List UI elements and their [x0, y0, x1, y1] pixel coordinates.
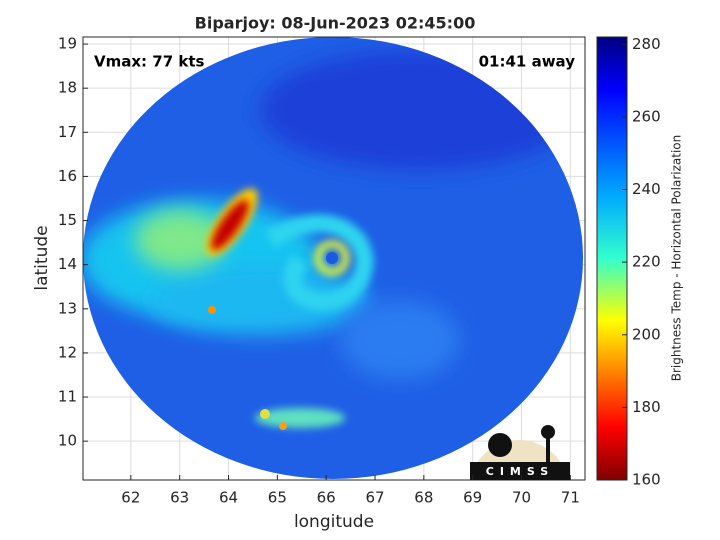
logo-text: CIMSS: [486, 465, 554, 478]
x-tick-label: 71: [561, 489, 580, 507]
plot-frame: [82, 36, 586, 481]
y-tick-label: 10: [58, 432, 77, 450]
y-tick-label: 12: [58, 343, 77, 361]
y-tick-label: 11: [58, 388, 77, 406]
y-axis-label: latitude: [32, 225, 52, 290]
x-tick-label: 64: [219, 489, 238, 507]
colorbar-tick-label: 240: [632, 180, 661, 198]
colorbar-label: Brightness Temp - Horizontal Polarizatio…: [670, 135, 684, 382]
x-axis-label: longitude: [294, 512, 374, 532]
colorbar-tick-label: 180: [632, 398, 661, 416]
colorbar-tick-label: 260: [632, 107, 661, 125]
x-tick-label: 68: [414, 489, 433, 507]
colorbar-tick-label: 200: [632, 325, 661, 343]
y-tick-label: 14: [58, 255, 77, 273]
colorbar-tick-label: 280: [632, 35, 661, 53]
y-tick-label: 15: [58, 211, 77, 229]
vmax-annotation: Vmax: 77 kts: [94, 53, 204, 71]
x-tick-label: 70: [512, 489, 531, 507]
logo: CIMSS: [470, 425, 570, 480]
x-tick-label: 69: [463, 489, 482, 507]
chart-title: Biparjoy: 08-Jun-2023 02:45:00: [195, 14, 476, 33]
satellite-image: [83, 37, 583, 479]
x-tick-label: 66: [317, 489, 336, 507]
x-tick-label: 62: [121, 489, 140, 507]
colorbar: [596, 36, 628, 481]
y-tick-label: 17: [58, 123, 77, 141]
y-tick-label: 13: [58, 299, 77, 317]
colorbar-tick-label: 220: [632, 253, 661, 271]
y-tick-label: 16: [58, 167, 77, 185]
time-annotation: 01:41 away: [479, 53, 576, 71]
x-tick-label: 65: [268, 489, 287, 507]
x-tick-label: 63: [170, 489, 189, 507]
colorbar-tick-label: 160: [632, 471, 661, 489]
x-tick-label: 67: [365, 489, 384, 507]
y-tick-label: 19: [58, 35, 77, 53]
y-tick-label: 18: [58, 79, 77, 97]
